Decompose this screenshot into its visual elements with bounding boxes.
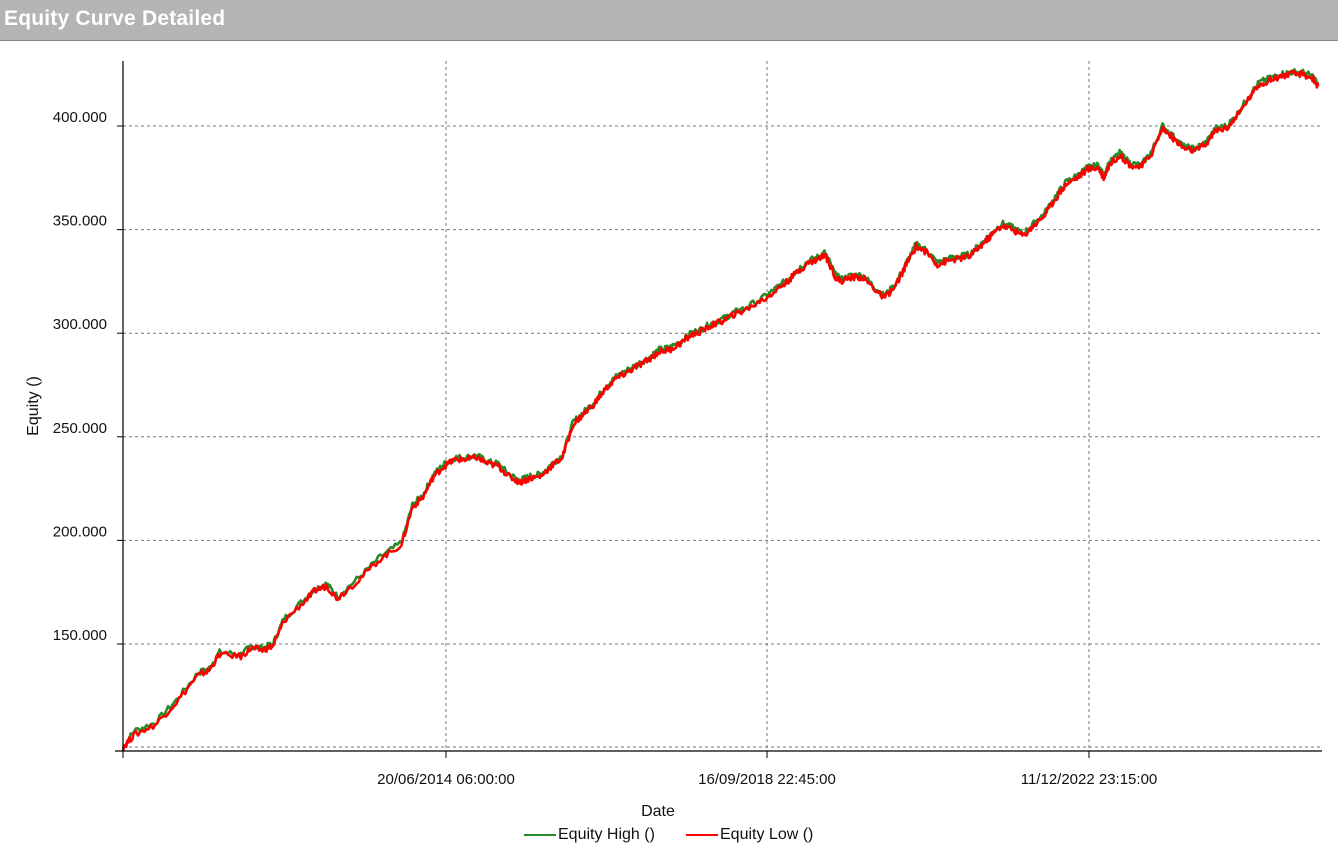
y-axis-ticks: 150.000 200.000 250.000 300.000 350.000 400.0… bbox=[53, 109, 123, 645]
x-axis-ticks: 20/06/2014 06:00:00 16/09/2018 22:45:00 11… bbox=[122, 751, 1158, 788]
series-equity-low-line bbox=[121, 69, 1320, 752]
series-equity-high-line bbox=[121, 68, 1320, 749]
chart-title: Equity Curve Detailed bbox=[4, 7, 226, 30]
legend: Equity High () Equity Low () bbox=[0, 826, 1338, 850]
y-tick-label: 150.000 bbox=[53, 627, 107, 644]
legend-swatch-high bbox=[524, 834, 556, 836]
y-tick-label: 250.000 bbox=[53, 420, 107, 437]
grid-lines bbox=[123, 61, 1322, 751]
legend-label-low: Equity Low () bbox=[720, 826, 814, 843]
y-tick-label: 350.000 bbox=[53, 213, 107, 230]
x-tick-label: 20/06/2014 06:00:00 bbox=[377, 771, 515, 788]
legend-swatch-low bbox=[686, 834, 718, 836]
chart-title-bar: Equity Curve Detailed bbox=[0, 0, 1338, 41]
y-tick-label: 200.000 bbox=[53, 523, 107, 540]
x-tick-label: 11/12/2022 23:15:00 bbox=[1021, 771, 1158, 788]
x-tick-label: 16/09/2018 22:45:00 bbox=[698, 771, 836, 788]
equity-chart: 150.000 200.000 250.000 300.000 350.000 400.0… bbox=[25, 61, 1322, 820]
series-lines bbox=[121, 68, 1320, 752]
legend-label-high: Equity High () bbox=[558, 826, 655, 843]
y-axis-title: Equity () bbox=[25, 376, 42, 436]
x-axis-title: Date bbox=[641, 803, 675, 820]
y-tick-label: 400.000 bbox=[53, 109, 107, 126]
legend-item-high: Equity High () bbox=[524, 826, 655, 844]
y-tick-label: 300.000 bbox=[53, 316, 107, 333]
legend-item-low: Equity Low () bbox=[686, 826, 813, 844]
